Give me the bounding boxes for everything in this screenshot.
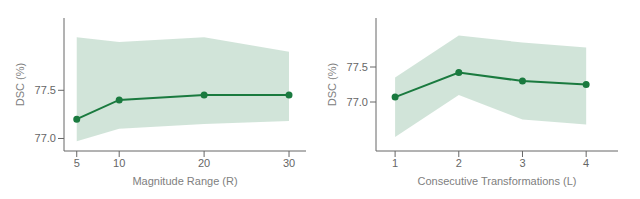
svg-text:DSC (%): DSC (%): [14, 63, 26, 106]
svg-text:77.5: 77.5: [347, 61, 368, 73]
svg-text:10: 10: [113, 157, 125, 169]
svg-text:30: 30: [283, 157, 295, 169]
svg-text:4: 4: [583, 157, 589, 169]
svg-text:2: 2: [456, 157, 462, 169]
svg-text:77.5: 77.5: [35, 84, 56, 96]
svg-text:1: 1: [392, 157, 398, 169]
svg-text:Consecutive Transformations (L: Consecutive Transformations (L): [418, 175, 577, 187]
svg-text:77.0: 77.0: [35, 132, 56, 144]
svg-text:20: 20: [198, 157, 210, 169]
svg-text:5: 5: [74, 157, 80, 169]
svg-text:3: 3: [519, 157, 525, 169]
svg-text:77.0: 77.0: [347, 96, 368, 108]
svg-text:Magnitude Range (R): Magnitude Range (R): [132, 175, 237, 187]
svg-text:DSC (%): DSC (%): [326, 63, 338, 106]
